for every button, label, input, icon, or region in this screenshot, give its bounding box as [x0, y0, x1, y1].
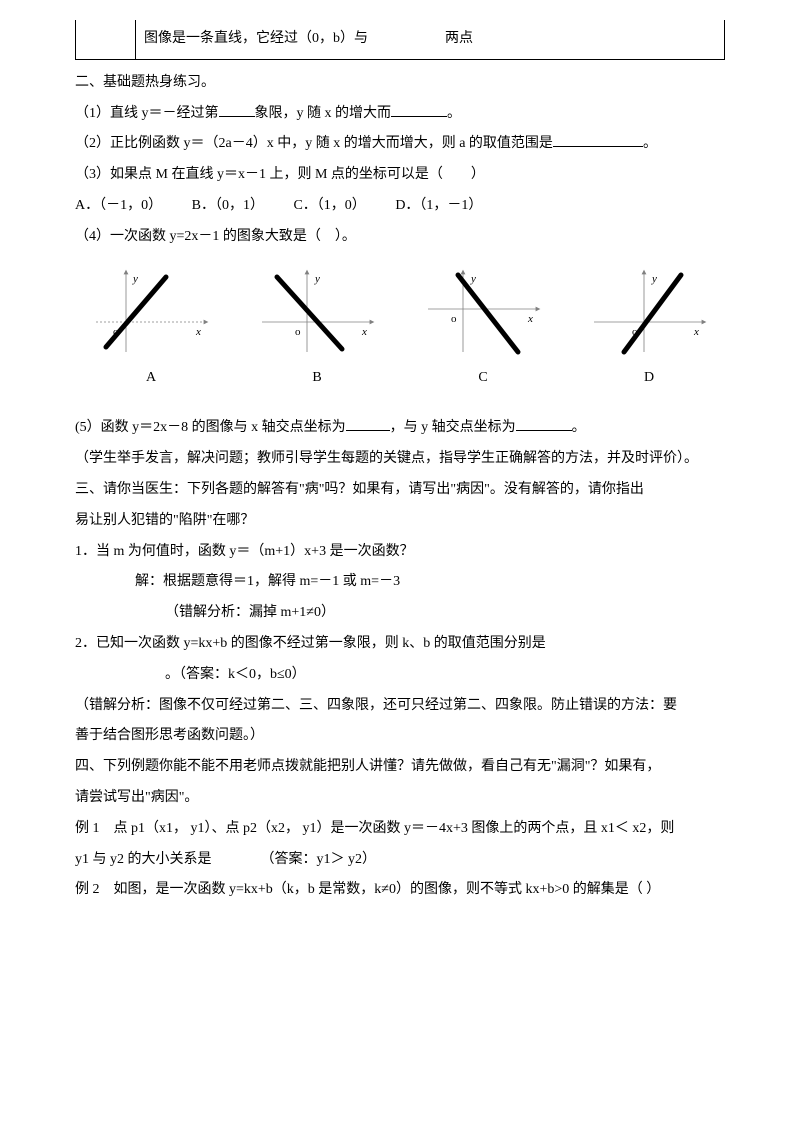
chart-b: o x y B — [247, 267, 387, 394]
svg-text:o: o — [451, 313, 457, 325]
example-1-line-1: 例 1 点 p1（x1， y1）、点 p2（x2， y1）是一次函数 y＝－4x… — [75, 814, 725, 845]
chart-a-label: A — [81, 363, 221, 394]
question-5: (5）函数 y＝2x－8 的图像与 x 轴交点坐标为 ，与 y 轴交点坐标为 。 — [75, 413, 725, 444]
question-3-options: A．（－1，0） B．（0，1） C．（1，0） D．（1，－1） — [75, 191, 725, 222]
chart-d: o x y D — [579, 267, 719, 394]
option-a: A．（－1，0） — [75, 191, 162, 222]
problem-2-question: 2．已知一次函数 y=kx+b 的图像不经过第一象限，则 k、b 的取值范围分别… — [75, 629, 725, 660]
svg-text:x: x — [527, 313, 533, 325]
section-2-title: 二、基础题热身练习。 — [75, 68, 725, 99]
svg-text:x: x — [693, 326, 699, 338]
option-b: B．（0，1） — [192, 191, 264, 222]
svg-text:y: y — [470, 273, 476, 285]
section-4-line-1: 四、下列例题你能不能不用老师点拨就能把别人讲懂？请先做做，看自己有无"漏洞"？如… — [75, 752, 725, 783]
table-right-cell: 图像是一条直线，它经过（0，b）与 两点 — [136, 20, 724, 59]
problem-2-error-2: 善于结合图形思考函数问题。） — [75, 721, 725, 752]
boxed-text-suffix: 两点 — [445, 31, 473, 46]
blank-icon — [346, 417, 390, 431]
option-d: D．（1，－1） — [395, 191, 482, 222]
q5-mid: ，与 y 轴交点坐标为 — [390, 420, 516, 435]
svg-text:o: o — [113, 326, 119, 338]
svg-text:y: y — [132, 273, 138, 285]
charts-row: o x y A o x y B — [75, 267, 725, 394]
problem-1-solution: 解：根据题意得＝1，解得 m=－1 或 m=－3 — [75, 567, 725, 598]
question-4: （4）一次函数 y=2x－1 的图象大致是（ ）。 — [75, 222, 725, 253]
svg-text:o: o — [632, 326, 638, 338]
blank-icon — [553, 133, 643, 147]
q1-suffix: 。 — [447, 106, 461, 121]
question-2: （2）正比例函数 y＝（2a－4）x 中，y 随 x 的增大而增大，则 a 的取… — [75, 129, 725, 160]
blank-icon — [516, 417, 572, 431]
chart-c: o x y C — [413, 267, 553, 394]
q2-prefix: （2）正比例函数 y＝（2a－4）x 中，y 随 x 的增大而增大，则 a 的取… — [75, 136, 553, 151]
q1-mid: 象限，y 随 x 的增大而 — [255, 106, 392, 121]
question-1: （1）直线 y＝－经过第 象限，y 随 x 的增大而 。 — [75, 99, 725, 130]
section-3-line-1: 三、请你当医生：下列各题的解答有"病"吗？如果有，请写出"病因"。没有解答的，请… — [75, 475, 725, 506]
boxed-text-prefix: 图像是一条直线，它经过（0，b）与 — [144, 31, 368, 46]
example-2: 例 2 如图，是一次函数 y=kx+b（k，b 是常数，k≠0）的图像，则不等式… — [75, 875, 725, 906]
chart-b-label: B — [247, 363, 387, 394]
svg-text:x: x — [195, 326, 201, 338]
table-fragment-row: 图像是一条直线，它经过（0，b）与 两点 — [75, 20, 725, 60]
chart-a: o x y A — [81, 267, 221, 394]
table-left-cell — [76, 20, 136, 59]
section-4-line-2: 请尝试写出"病因"。 — [75, 783, 725, 814]
blank-icon — [219, 103, 255, 117]
problem-1-error-analysis: （错解分析：漏掉 m+1≠0） — [75, 598, 725, 629]
svg-text:y: y — [651, 273, 657, 285]
chart-d-label: D — [579, 363, 719, 394]
chart-c-label: C — [413, 363, 553, 394]
problem-1-question: 1．当 m 为何值时，函数 y＝（m+1）x+3 是一次函数？ — [75, 537, 725, 568]
q1-prefix: （1）直线 y＝－经过第 — [75, 106, 219, 121]
blank-icon — [391, 103, 447, 117]
q2-suffix: 。 — [643, 136, 657, 151]
svg-text:y: y — [314, 273, 320, 285]
section-3-line-2: 易让别人犯错的"陷阱"在哪？ — [75, 506, 725, 537]
question-3: （3）如果点 M 在直线 y＝x－1 上，则 M 点的坐标可以是（ ） — [75, 160, 725, 191]
teacher-note: （学生举手发言，解决问题；教师引导学生每题的关键点，指导学生正确解答的方法，并及… — [75, 444, 725, 475]
q5-prefix: (5）函数 y＝2x－8 的图像与 x 轴交点坐标为 — [75, 420, 346, 435]
option-c: C．（1，0） — [293, 191, 365, 222]
q5-suffix: 。 — [572, 420, 586, 435]
problem-2-error-1: （错解分析：图像不仅可经过第二、三、四象限，还可只经过第二、四象限。防止错误的方… — [75, 691, 725, 722]
example-1-line-2: y1 与 y2 的大小关系是 （答案：y1＞ y2） — [75, 845, 725, 876]
svg-text:x: x — [361, 326, 367, 338]
problem-2-answer: 。（答案：k＜0，b≤0） — [75, 660, 725, 691]
svg-text:o: o — [295, 326, 301, 338]
